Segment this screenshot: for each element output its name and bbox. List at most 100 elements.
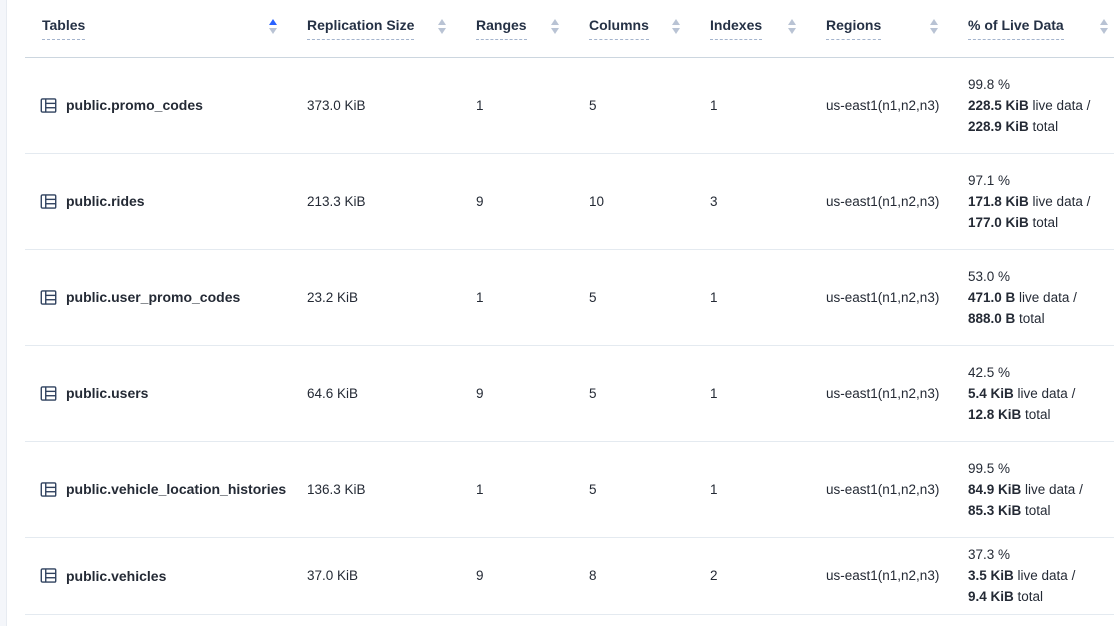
indexes-cell: 3 (710, 153, 826, 250)
columns-cell: 5 (589, 249, 710, 346)
replication-size-cell: 37.0 KiB (307, 537, 476, 615)
column-header-ranges[interactable]: Ranges (476, 0, 589, 58)
column-header-label: Indexes (710, 17, 763, 40)
regions-cell: us-east1(n1,n2,n3) (826, 537, 968, 615)
regions-cell: us-east1(n1,n2,n3) (826, 441, 968, 538)
live-data-amount: 5.4 KiB live data / (968, 385, 1076, 401)
column-header-columns[interactable]: Columns (589, 0, 710, 58)
live-data-amount: 3.5 KiB live data / (968, 568, 1076, 583)
table-name-link[interactable]: public.promo_codes (66, 97, 203, 113)
live-data-amount: 84.9 KiB live data / (968, 481, 1083, 497)
header-row: Tables Replication Size Ranges (25, 0, 1114, 58)
table-grid-icon (40, 193, 57, 210)
total-data-amount: 9.4 KiB total (968, 589, 1044, 604)
live-data-amount: 471.0 B live data / (968, 289, 1077, 305)
live-data-amount: 171.8 KiB live data / (968, 193, 1091, 209)
regions-cell: us-east1(n1,n2,n3) (826, 345, 968, 442)
sort-icon (930, 18, 938, 34)
column-header-label: % of Live Data (968, 17, 1064, 40)
columns-cell: 5 (589, 57, 710, 154)
sort-icon (438, 18, 446, 34)
page-left-gutter (0, 0, 7, 626)
total-data-amount: 228.9 KiB total (968, 118, 1059, 134)
table-grid-icon (40, 97, 57, 114)
table-row: public.user_promo_codes 23.2 KiB 1 5 1 u… (25, 249, 1114, 346)
column-header-label: Columns (589, 17, 649, 40)
column-header-regions[interactable]: Regions (826, 0, 968, 58)
table-row: public.promo_codes 373.0 KiB 1 5 1 us-ea… (25, 57, 1114, 154)
table-name-link[interactable]: public.user_promo_codes (66, 289, 241, 305)
tables-list: Tables Replication Size Ranges (25, 0, 1114, 615)
sort-icon (269, 18, 277, 34)
ranges-cell: 1 (476, 57, 589, 154)
table-name-link[interactable]: public.vehicles (66, 567, 167, 584)
column-header-label: Tables (42, 17, 86, 40)
columns-cell: 5 (589, 345, 710, 442)
replication-size-cell: 373.0 KiB (307, 57, 476, 154)
ranges-cell: 9 (476, 537, 589, 615)
ranges-cell: 1 (476, 441, 589, 538)
sort-icon (551, 18, 559, 34)
table-name-cell: public.vehicles (25, 537, 307, 615)
sort-icon (672, 18, 680, 34)
replication-size-cell: 64.6 KiB (307, 345, 476, 442)
sort-icon (788, 18, 796, 34)
live-data-percent: 53.0 % (968, 268, 1011, 284)
columns-cell: 10 (589, 153, 710, 250)
indexes-cell: 1 (710, 249, 826, 346)
ranges-cell: 1 (476, 249, 589, 346)
regions-cell: us-east1(n1,n2,n3) (826, 57, 968, 154)
live-data-cell: 37.3 % 3.5 KiB live data / 9.4 KiB total (968, 537, 1114, 615)
column-header-label: Replication Size (307, 17, 415, 40)
table-name-link[interactable]: public.rides (66, 193, 145, 209)
live-data-cell: 97.1 % 171.8 KiB live data / 177.0 KiB t… (968, 153, 1114, 250)
table-row: public.rides 213.3 KiB 9 10 3 us-east1(n… (25, 153, 1114, 250)
total-data-amount: 12.8 KiB total (968, 406, 1051, 422)
ranges-cell: 9 (476, 153, 589, 250)
replication-size-cell: 136.3 KiB (307, 441, 476, 538)
table-name-cell: public.promo_codes (25, 57, 307, 154)
table-name-cell: public.users (25, 345, 307, 442)
table-name-cell: public.user_promo_codes (25, 249, 307, 346)
table-grid-icon (40, 385, 57, 402)
live-data-cell: 53.0 % 471.0 B live data / 888.0 B total (968, 249, 1114, 346)
table-name-link[interactable]: public.users (66, 385, 149, 401)
live-data-cell: 99.8 % 228.5 KiB live data / 228.9 KiB t… (968, 57, 1114, 154)
column-header-label: Ranges (476, 17, 527, 40)
live-data-amount: 228.5 KiB live data / (968, 97, 1091, 113)
column-header-tables[interactable]: Tables (25, 0, 307, 58)
table-row: public.vehicles 37.0 KiB 9 8 2 us-east1(… (25, 537, 1114, 615)
live-data-percent: 99.8 % (968, 76, 1011, 92)
indexes-cell: 1 (710, 57, 826, 154)
column-header-indexes[interactable]: Indexes (710, 0, 826, 58)
table-grid-icon (40, 289, 57, 306)
table-name-cell: public.rides (25, 153, 307, 250)
table-header: Tables Replication Size Ranges (25, 0, 1114, 58)
table-body: public.promo_codes 373.0 KiB 1 5 1 us-ea… (25, 57, 1114, 615)
columns-cell: 8 (589, 537, 710, 615)
live-data-cell: 99.5 % 84.9 KiB live data / 85.3 KiB tot… (968, 441, 1114, 538)
regions-cell: us-east1(n1,n2,n3) (826, 153, 968, 250)
total-data-amount: 85.3 KiB total (968, 502, 1051, 518)
regions-cell: us-east1(n1,n2,n3) (826, 249, 968, 346)
live-data-cell: 42.5 % 5.4 KiB live data / 12.8 KiB tota… (968, 345, 1114, 442)
total-data-amount: 888.0 B total (968, 310, 1045, 326)
live-data-percent: 97.1 % (968, 172, 1011, 188)
table-row: public.vehicle_location_histories 136.3 … (25, 441, 1114, 538)
tables-table: Tables Replication Size Ranges (25, 0, 1114, 615)
columns-cell: 5 (589, 441, 710, 538)
indexes-cell: 2 (710, 537, 826, 615)
total-data-amount: 177.0 KiB total (968, 214, 1059, 230)
live-data-percent: 42.5 % (968, 364, 1011, 380)
indexes-cell: 1 (710, 441, 826, 538)
table-grid-icon (40, 567, 57, 584)
column-header-live-data[interactable]: % of Live Data (968, 0, 1114, 58)
table-name-cell: public.vehicle_location_histories (25, 441, 307, 538)
ranges-cell: 9 (476, 345, 589, 442)
replication-size-cell: 23.2 KiB (307, 249, 476, 346)
table-row: public.users 64.6 KiB 9 5 1 us-east1(n1,… (25, 345, 1114, 442)
table-grid-icon (40, 481, 57, 498)
column-header-replication-size[interactable]: Replication Size (307, 0, 476, 58)
table-name-link[interactable]: public.vehicle_location_histories (66, 481, 287, 497)
